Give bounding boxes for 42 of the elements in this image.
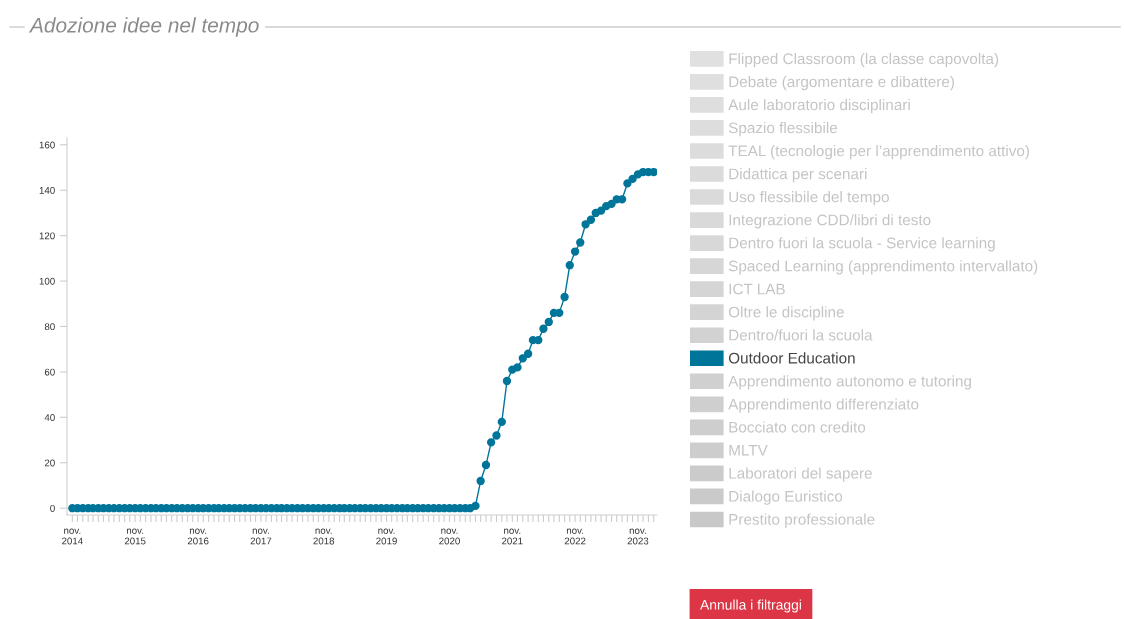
legend-label: Laboratori del sapere [729,467,872,482]
text: Annulla i filtraggi [700,599,801,613]
legend-label: Flipped Classroom (la classe capovolta) [729,52,999,68]
y-tick-label: 20 [44,459,55,467]
y-tick-label: 100 [39,277,55,285]
x-tick-label: nov. 2020 [439,528,460,545]
legend-label: Didattica per scenari [729,168,867,183]
legend-label: Oltre le discipline [728,306,844,321]
legend-label: Apprendimento autonomo e tutoring [728,375,971,390]
y-tick-label: 40 [44,414,55,421]
legend-label: ICT LAB [729,283,785,295]
legend-label: Apprendimento differenziato [728,398,919,413]
legend-label: Outdoor Education [728,352,855,364]
legend-label: Debate (argomentare e dibattere) [729,75,954,91]
legend-label: Spaced Learning (apprendimento intervallato) [728,260,1038,275]
legend-label: Uso flessibile del tempo [729,191,889,206]
legend-label: TEAL (tecnologie per l’apprendimento attivo) [728,145,1029,160]
legend-label: Spazio flessibile [728,122,838,137]
chart-title: Adozione idee nel tempo [28,17,259,37]
y-tick-label: 60 [44,368,55,376]
x-tick-label: nov. 2018 [313,528,335,545]
legend-label: MLTV [729,445,768,456]
x-tick-label: nov. 2017 [250,528,272,545]
y-tick-label: 80 [44,323,55,331]
x-tick-label: nov. 2014 [62,528,83,545]
legend-label: Prestito professionale [729,513,875,528]
y-tick-label: 0 [50,504,55,512]
legend-label: Dialogo Euristico [729,490,843,505]
x-tick-label: nov. 2019 [376,528,397,545]
x-tick-label: nov. 2015 [124,528,146,545]
y-tick-label: 120 [39,232,55,240]
y-tick-label: 160 [39,141,55,149]
x-tick-label: nov. 2021 [501,528,523,545]
legend-label: Dentro fuori la scuola - Service learning [729,237,995,252]
legend-label: Bocciato con credito [729,421,866,433]
legend-label: Aule laboratorio disciplinari [728,98,910,114]
x-tick-label: nov. 2022 [564,528,586,545]
legend-label: Dentro/fuori la scuola [729,329,873,341]
legend-label: Integrazione CDD/libri di testo [729,214,931,229]
y-tick-label: 140 [39,186,55,194]
x-tick-label: nov. 2023 [627,528,649,545]
x-tick-label: nov. 2016 [187,528,209,545]
